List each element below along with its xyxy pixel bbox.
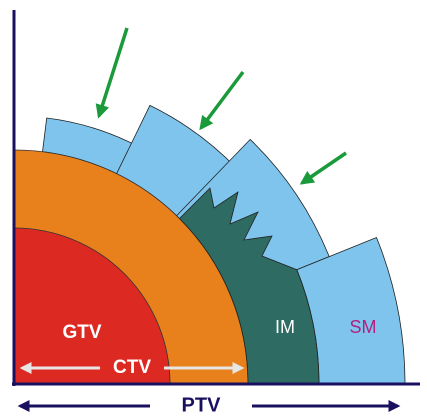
sm-label: SM (350, 317, 377, 337)
ptv-label: PTV (182, 394, 222, 416)
im-region (178, 187, 320, 385)
ctv-label: CTV (113, 357, 151, 378)
beam-arrow (199, 70, 245, 131)
beam-arrow (299, 151, 347, 185)
im-label: IM (275, 317, 295, 337)
beam-arrow (95, 27, 129, 119)
gtv-region (13, 227, 171, 385)
gtv-label: GTV (62, 322, 101, 343)
